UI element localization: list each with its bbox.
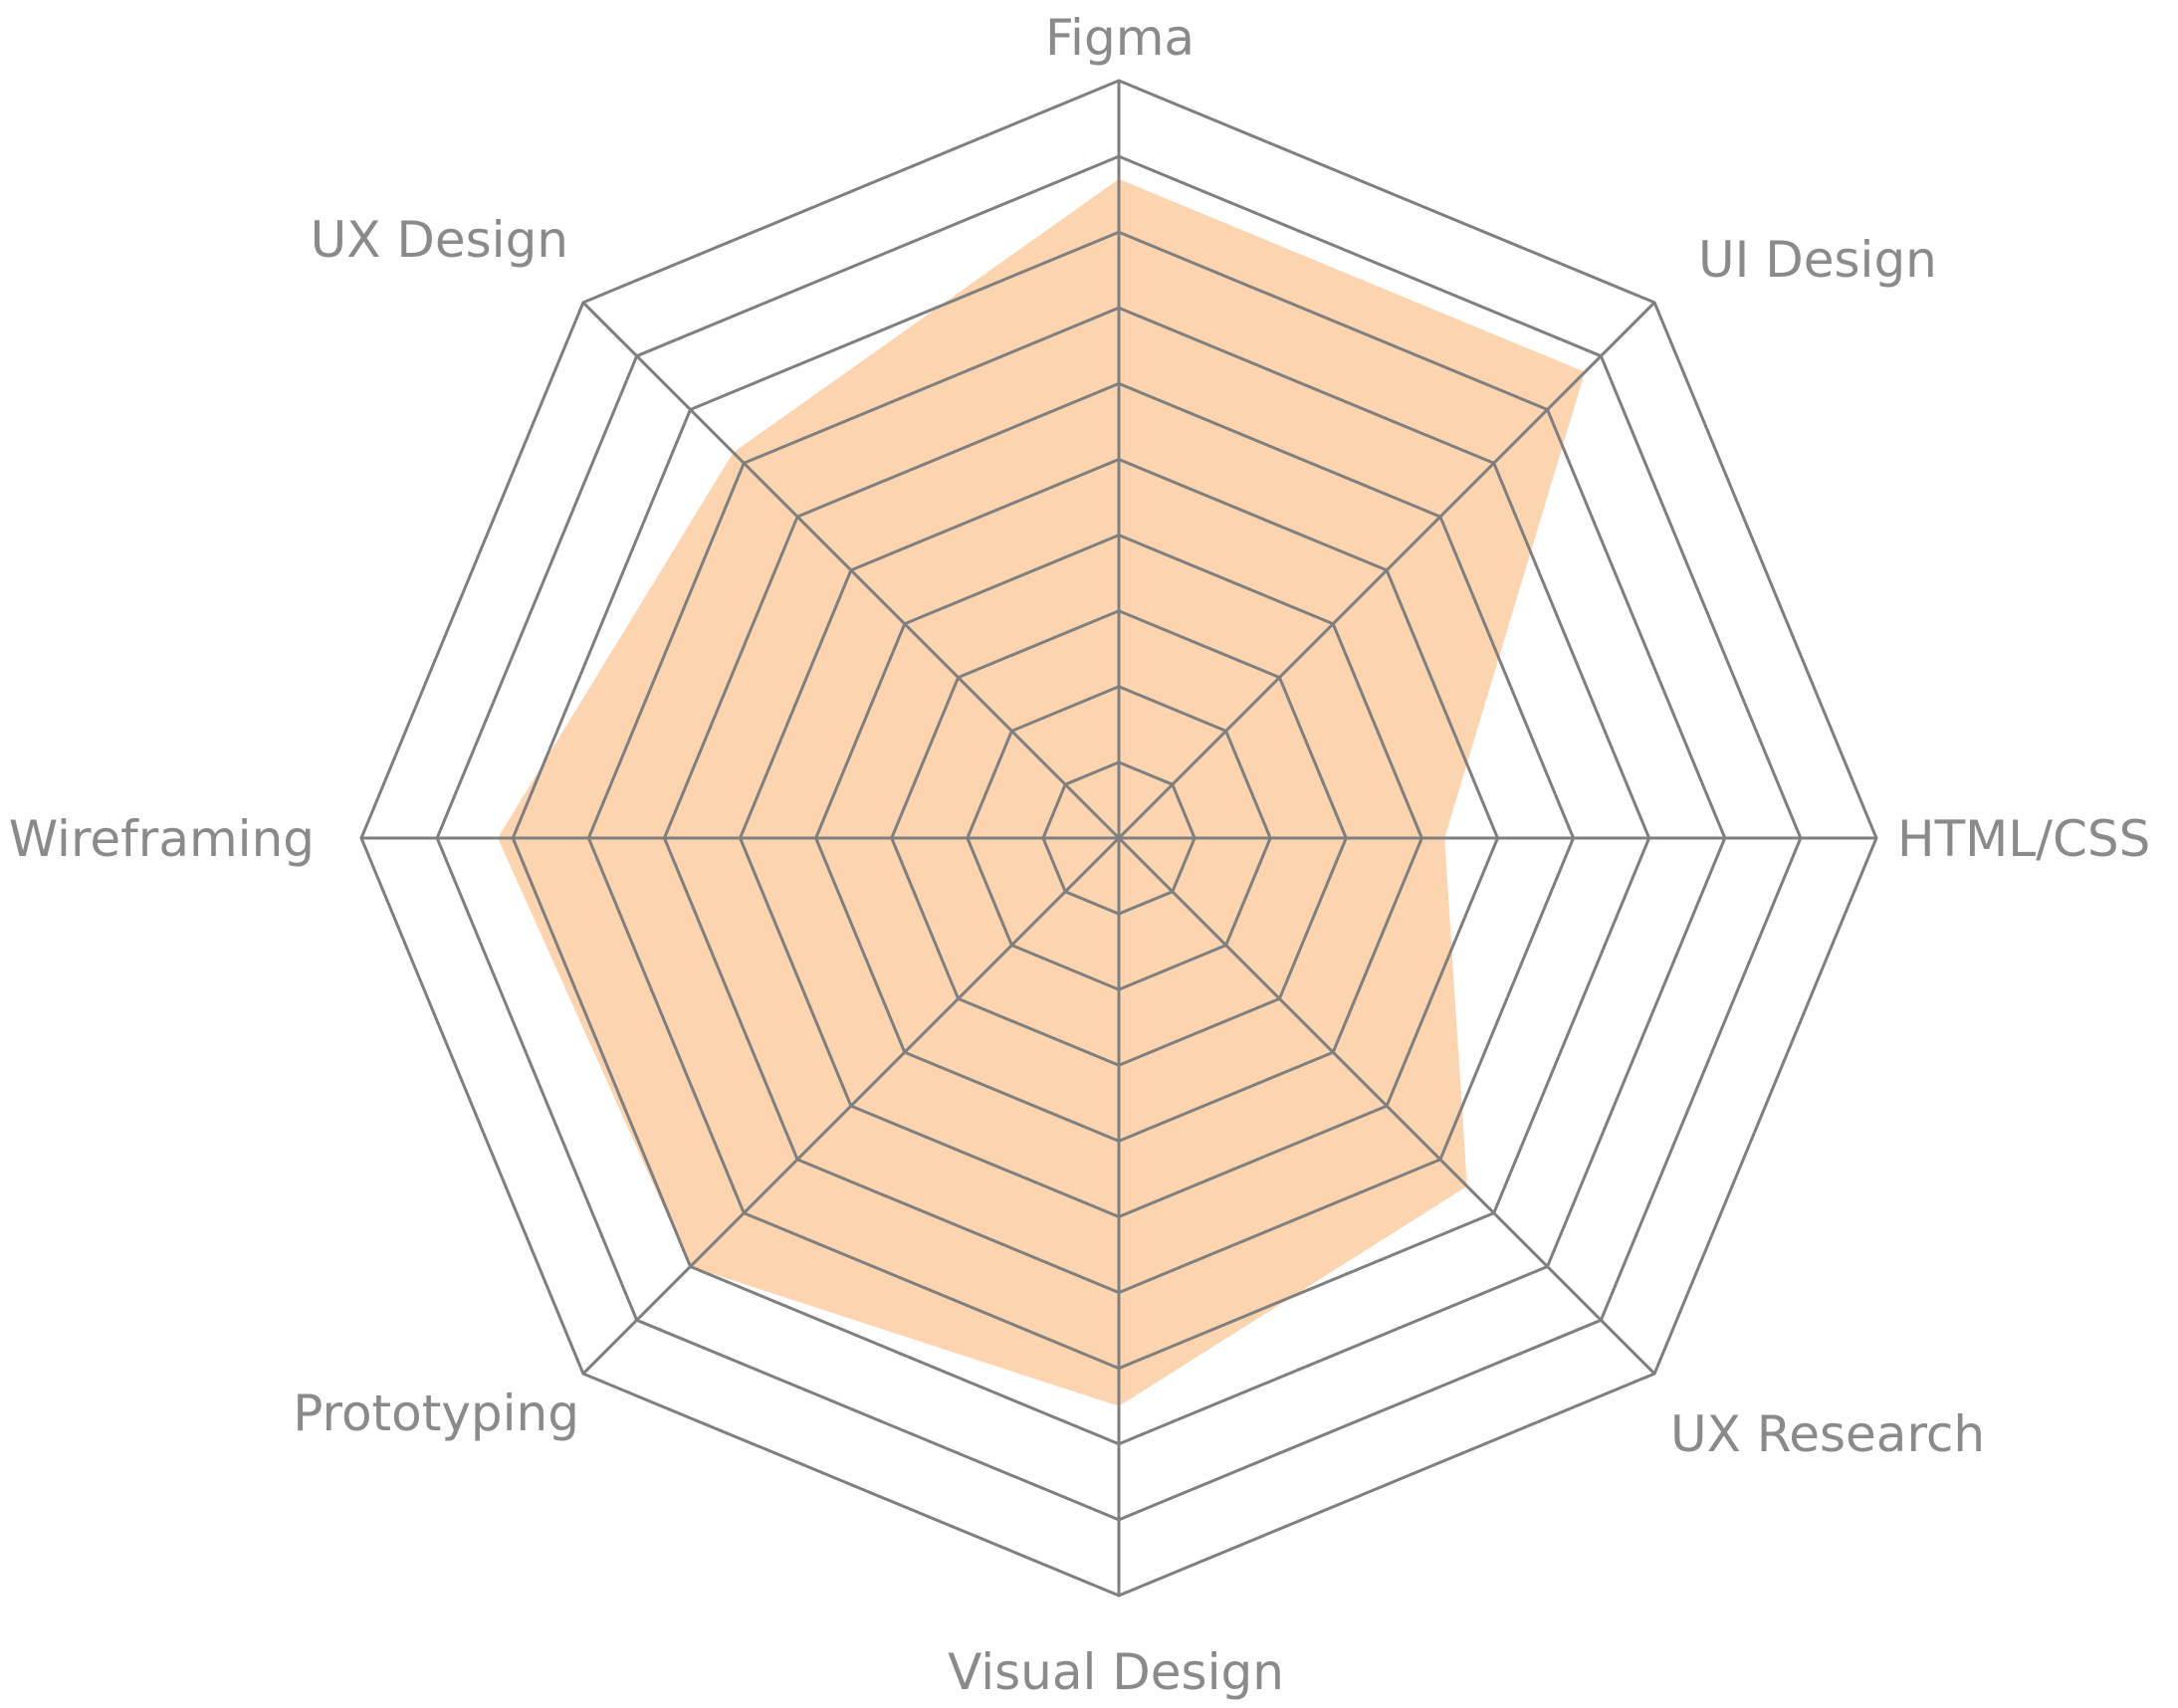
axis-label-prototyping: Prototyping — [293, 1385, 579, 1442]
axis-labels: Figma UI Design HTML/CSS UX Research Vis… — [9, 9, 2151, 1701]
axis-label-ui-design: UI Design — [1698, 231, 1937, 289]
axis-label-figma: Figma — [1045, 9, 1195, 67]
spoke-5 — [581, 836, 1121, 1376]
series-area-0 — [498, 178, 1586, 1406]
spoke-3 — [1117, 836, 1656, 1376]
spoke-1 — [1117, 301, 1656, 840]
radar-spokes — [361, 81, 1876, 1596]
axis-label-ux-design: UX Design — [311, 211, 568, 269]
axis-label-ux-research: UX Research — [1670, 1405, 1985, 1463]
axis-label-visual-design: Visual Design — [948, 1643, 1284, 1701]
axis-label-html-css: HTML/CSS — [1897, 810, 2150, 868]
spoke-7 — [581, 301, 1121, 840]
radar-series — [498, 178, 1586, 1406]
axis-label-wireframing: Wireframing — [9, 810, 315, 868]
